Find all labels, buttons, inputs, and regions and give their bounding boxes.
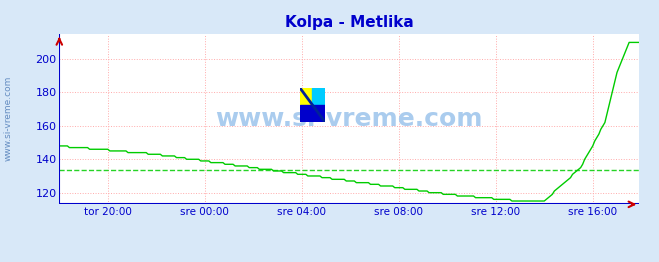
Text: www.si-vreme.com: www.si-vreme.com (3, 75, 13, 161)
Bar (312, 88, 325, 105)
Title: Kolpa - Metlika: Kolpa - Metlika (285, 15, 414, 30)
Bar (300, 88, 312, 105)
Bar (300, 105, 325, 122)
Text: www.si-vreme.com: www.si-vreme.com (215, 107, 483, 131)
